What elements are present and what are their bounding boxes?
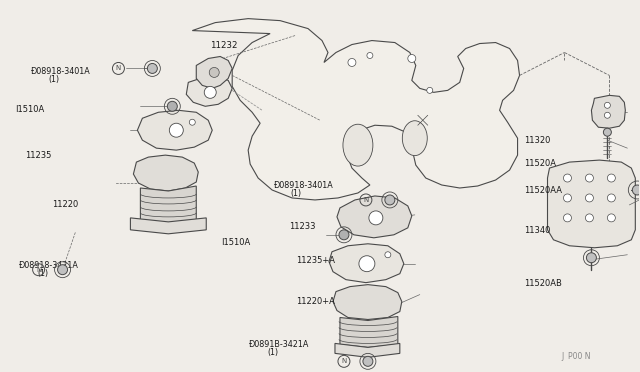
Text: (1): (1) [290,189,301,198]
Text: Ð08918-3421A: Ð08918-3421A [19,261,79,270]
Text: N: N [116,65,121,71]
Text: 11520AA: 11520AA [524,186,563,195]
Circle shape [58,265,68,275]
Ellipse shape [343,124,373,166]
Polygon shape [337,196,412,238]
Text: 11340: 11340 [524,226,551,235]
Circle shape [586,214,593,222]
Text: 11320: 11320 [524,136,551,145]
Polygon shape [192,19,520,200]
Circle shape [339,230,349,240]
Polygon shape [196,57,232,89]
Ellipse shape [403,121,428,155]
Polygon shape [186,76,232,106]
Text: I1510A: I1510A [15,105,44,114]
Circle shape [189,119,195,125]
Polygon shape [138,110,212,150]
Text: Ð08918-3401A: Ð08918-3401A [274,181,334,190]
Text: 11520AB: 11520AB [524,279,562,288]
Text: (1): (1) [268,348,279,357]
Circle shape [563,194,572,202]
Circle shape [607,194,615,202]
Circle shape [586,194,593,202]
Text: 11520A: 11520A [524,159,556,168]
Circle shape [563,174,572,182]
Circle shape [348,58,356,67]
Circle shape [170,123,183,137]
Text: N: N [364,197,369,203]
Polygon shape [329,244,404,283]
Circle shape [209,67,220,77]
Circle shape [607,174,615,182]
Text: (1): (1) [38,269,49,278]
Polygon shape [133,155,198,191]
Text: 11233: 11233 [289,221,316,231]
Text: Ð0891B-3421A: Ð0891B-3421A [248,340,309,349]
Circle shape [167,101,177,111]
Circle shape [369,211,383,225]
Polygon shape [340,317,398,347]
Circle shape [604,102,611,108]
Circle shape [427,87,433,93]
Polygon shape [140,186,196,224]
Text: N: N [341,358,347,364]
Polygon shape [333,285,402,320]
Circle shape [367,52,373,58]
Circle shape [408,54,416,62]
Text: 11235+A: 11235+A [296,256,335,265]
Circle shape [204,86,216,98]
Circle shape [586,253,596,263]
Polygon shape [335,343,400,357]
Text: (1): (1) [49,75,60,84]
Circle shape [586,174,593,182]
Circle shape [363,356,373,366]
Text: 11235: 11235 [25,151,51,160]
Text: 11220+A: 11220+A [296,297,335,306]
Circle shape [563,214,572,222]
Text: 11232: 11232 [210,41,237,51]
Polygon shape [131,218,206,234]
Circle shape [359,256,375,272]
Circle shape [604,128,611,136]
Circle shape [147,64,157,73]
Text: Ð08918-3401A: Ð08918-3401A [31,67,91,76]
Circle shape [385,195,395,205]
Polygon shape [547,160,636,248]
Text: 11220: 11220 [52,200,78,209]
Text: I1510A: I1510A [221,238,250,247]
Text: N: N [36,267,41,273]
Circle shape [632,185,640,195]
Circle shape [607,214,615,222]
Circle shape [385,252,391,258]
Text: J  P00 N: J P00 N [561,352,591,361]
Circle shape [604,112,611,118]
Polygon shape [591,95,625,128]
